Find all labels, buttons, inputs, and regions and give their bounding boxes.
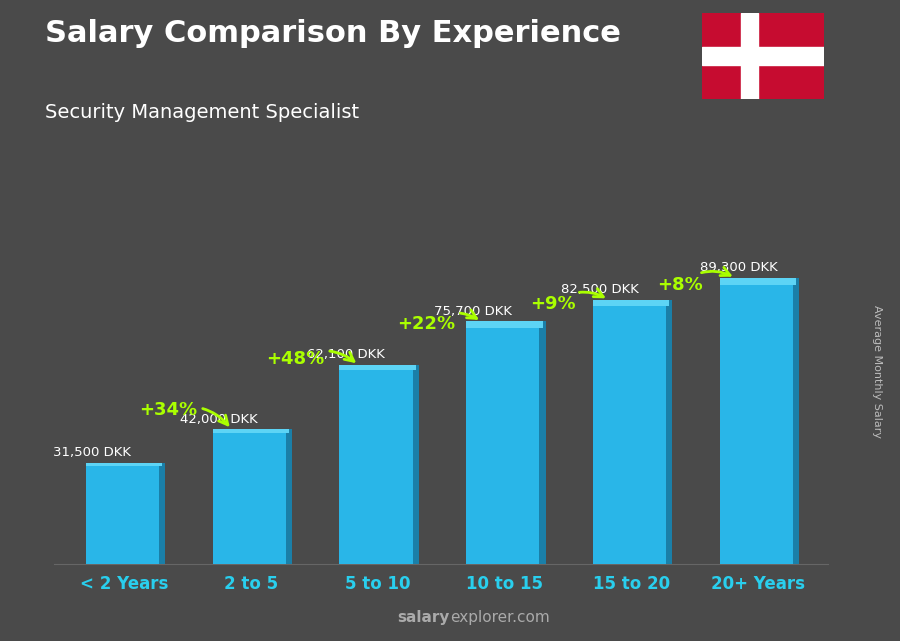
FancyBboxPatch shape: [158, 463, 165, 564]
Bar: [466, 322, 543, 564]
Text: +22%: +22%: [397, 310, 477, 333]
Text: +9%: +9%: [530, 288, 603, 313]
Text: Security Management Specialist: Security Management Specialist: [45, 103, 359, 122]
Bar: [212, 429, 289, 433]
Bar: [339, 365, 416, 370]
Bar: [593, 299, 670, 306]
Text: 75,700 DKK: 75,700 DKK: [434, 304, 512, 317]
Bar: [86, 463, 162, 564]
Bar: [212, 429, 289, 564]
FancyBboxPatch shape: [285, 429, 292, 564]
Text: +8%: +8%: [657, 267, 730, 294]
Text: 82,500 DKK: 82,500 DKK: [561, 283, 638, 296]
Text: Average Monthly Salary: Average Monthly Salary: [872, 305, 883, 438]
Bar: [593, 299, 670, 564]
Text: explorer.com: explorer.com: [450, 610, 550, 625]
Text: 89,300 DKK: 89,300 DKK: [700, 261, 778, 274]
Bar: [466, 322, 543, 328]
Bar: [86, 463, 162, 465]
Bar: [339, 365, 416, 564]
Bar: [702, 47, 824, 65]
Text: Salary Comparison By Experience: Salary Comparison By Experience: [45, 19, 621, 48]
Text: +34%: +34%: [140, 401, 228, 425]
FancyBboxPatch shape: [412, 365, 418, 564]
Bar: [720, 278, 796, 564]
Text: salary: salary: [398, 610, 450, 625]
Bar: [742, 13, 758, 99]
Text: +48%: +48%: [266, 350, 354, 368]
FancyBboxPatch shape: [666, 299, 672, 564]
FancyBboxPatch shape: [539, 322, 545, 564]
Bar: [720, 278, 796, 285]
Text: 62,100 DKK: 62,100 DKK: [307, 348, 385, 362]
Text: 31,500 DKK: 31,500 DKK: [53, 446, 131, 459]
Text: 42,000 DKK: 42,000 DKK: [180, 413, 257, 426]
FancyBboxPatch shape: [793, 278, 799, 564]
